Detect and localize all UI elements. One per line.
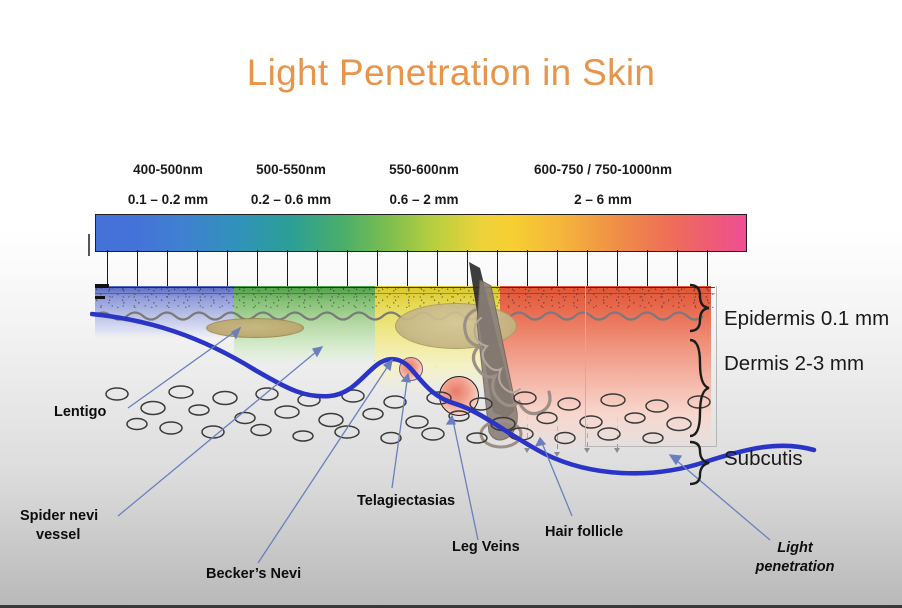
epidermis-left-mark bbox=[95, 284, 109, 288]
epidermis-left-mark-2 bbox=[95, 296, 105, 299]
depth-label-3: 0.6 – 2 mm bbox=[389, 192, 459, 207]
layer-label-subcutis: Subcutis bbox=[724, 447, 803, 470]
page-title: Light Penetration in Skin bbox=[246, 52, 656, 93]
dermis-brace bbox=[689, 338, 710, 438]
wavelength-label-3: 550-600nm bbox=[389, 162, 459, 177]
wavelength-label-1: 400-500nm bbox=[133, 162, 203, 177]
spectrum-axis-tick bbox=[88, 234, 90, 256]
epidermis-top-line bbox=[95, 287, 715, 289]
callout-hair-follicle: Hair follicle bbox=[545, 524, 624, 540]
hair-follicle bbox=[463, 262, 552, 449]
subcutis-brace bbox=[689, 440, 710, 486]
depth-label-2: 0.2 – 0.6 mm bbox=[250, 192, 332, 207]
dermis-outline-box bbox=[585, 286, 717, 447]
epidermis-mid-line bbox=[95, 293, 715, 295]
epidermis-brace bbox=[689, 283, 710, 333]
subcutis-fat-cells bbox=[105, 385, 711, 445]
spectrum-bar bbox=[95, 214, 747, 252]
callout-spider-nevi-line2: vessel bbox=[36, 527, 81, 544]
callout-light-penetration-line2: penetration bbox=[755, 559, 835, 576]
callout-leg-veins: Leg Veins bbox=[452, 539, 520, 555]
depth-label-4: 2 – 6 mm bbox=[574, 192, 632, 207]
callout-lentigo: Lentigo bbox=[54, 404, 107, 420]
layer-label-dermis: Dermis 2-3 mm bbox=[724, 352, 865, 375]
callout-beckers-nevi: Becker’s Nevi bbox=[206, 566, 302, 582]
callout-telangiectasias: Telagiectasias bbox=[357, 493, 456, 509]
depth-label-1: 0.1 – 0.2 mm bbox=[127, 192, 209, 207]
callout-spider-nevi-line1: Spider nevi bbox=[20, 508, 99, 524]
epidermis-stipple bbox=[95, 286, 715, 308]
callout-spider-nevi: Spider nevi vessel bbox=[20, 507, 98, 545]
callout-light-penetration: Light penetration bbox=[735, 539, 855, 577]
layer-label-epidermis: Epidermis 0.1 mm bbox=[724, 307, 890, 330]
lentigo-lesion bbox=[206, 318, 304, 338]
callout-leader-lines bbox=[117, 326, 771, 564]
light-penetration-curve bbox=[90, 311, 817, 476]
wavelength-label-4: 600-750 / 750-1000nm bbox=[533, 162, 673, 177]
callout-light-penetration-line1: Light bbox=[777, 540, 813, 556]
wavelength-label-2: 500-550nm bbox=[256, 162, 326, 177]
